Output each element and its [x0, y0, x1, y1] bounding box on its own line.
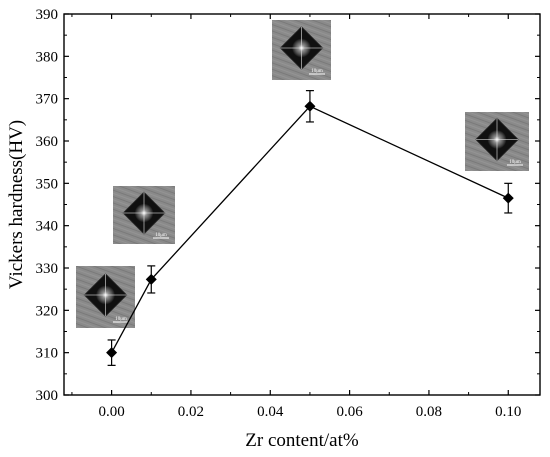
y-tick-label: 330	[36, 261, 59, 277]
data-point	[304, 100, 316, 112]
micrograph-inset: 10μm	[76, 266, 135, 328]
data-point	[502, 192, 514, 204]
indent-glow	[487, 129, 507, 150]
scale-bar-label: 10μm	[509, 160, 521, 165]
micrograph-inset: 10μm	[113, 186, 175, 244]
data-point	[145, 273, 157, 285]
indent-glow	[95, 285, 116, 305]
indent-glow	[134, 203, 154, 223]
micrograph-inset: 10μm	[272, 20, 331, 80]
y-tick-label: 360	[36, 134, 59, 150]
plot-area	[106, 90, 514, 366]
x-tick-label: 0.04	[257, 404, 284, 420]
x-tick-label: 0.08	[416, 404, 442, 420]
axes: 300 310 320 330 340 350 360 370 380 390 0.00 0.02 0.…	[36, 7, 541, 420]
y-tick-label: 340	[36, 219, 59, 235]
series-line	[111, 105, 509, 353]
x-tick-label: 0.10	[495, 404, 521, 420]
micrograph-inset: 10μm	[465, 112, 529, 171]
x-tick-label: 0.06	[336, 404, 363, 420]
x-axis-title: Zr content/at%	[245, 430, 359, 451]
y-tick-label: 380	[36, 49, 59, 65]
y-tick-label: 350	[36, 176, 59, 192]
y-tick-label: 310	[36, 346, 59, 362]
y-tick-label: 370	[36, 92, 59, 108]
indent-glow	[291, 38, 312, 58]
x-tick-label: 0.02	[178, 404, 204, 420]
y-axis-title: Vickers hardness(HV)	[6, 120, 27, 289]
data-point	[106, 347, 118, 359]
scale-bar-label: 10μm	[155, 233, 167, 238]
x-tick-label: 0.00	[98, 404, 124, 420]
scale-bar-label: 10μm	[115, 317, 127, 322]
y-tick-label: 320	[36, 303, 59, 319]
y-tick-label: 300	[36, 388, 59, 404]
y-tick-label: 390	[36, 7, 59, 23]
micrograph-insets: 10μm 10μm 10μm 10μm	[76, 20, 529, 328]
scale-bar-label: 10μm	[311, 69, 323, 74]
